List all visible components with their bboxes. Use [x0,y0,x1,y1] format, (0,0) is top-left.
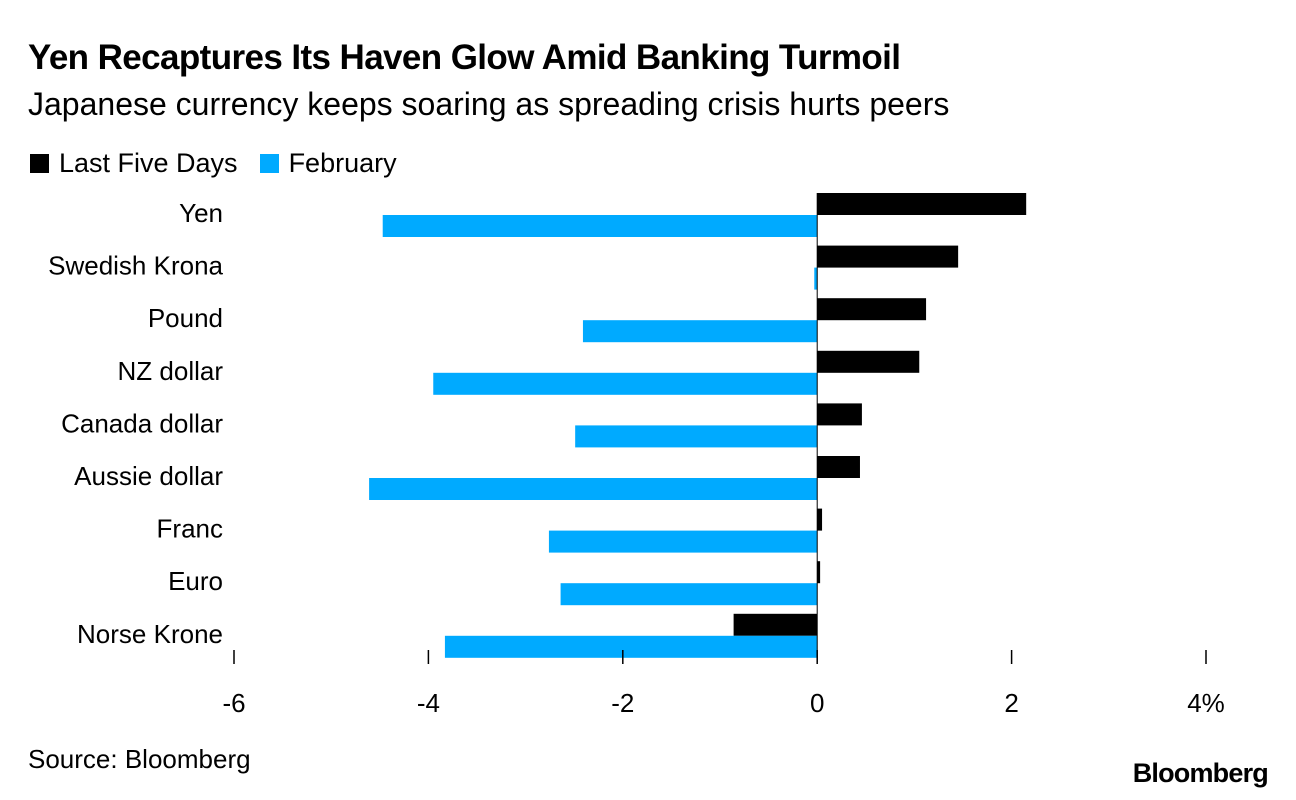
bar-february-franc [548,530,818,553]
bar-chart: Yen Swedish Krona Pound NZ dollar Canada dol… [48,193,1225,718]
chart-title: Yen Recaptures Its Haven Glow Amid Banki… [28,38,901,77]
x-tick-label-0: 0 [810,688,824,718]
category-label-franc: Franc [157,514,223,544]
category-label-yen: Yen [179,198,223,228]
legend-label-last-five-days: Last Five Days [59,148,238,178]
category-label-nz-dollar: NZ dollar [118,356,224,386]
bar-last-five-days-aussie-dollar [817,456,860,478]
category-label-pound: Pound [148,303,223,333]
bloomberg-logo: Bloomberg [1132,758,1269,788]
legend-item-february: February [259,148,397,179]
bar-february-nz-dollar [433,372,818,395]
bar-last-five-days-canada-dollar [817,403,862,426]
bar-february-aussie-dollar [369,478,818,500]
bar-february-euro [560,583,818,606]
source-note: Source: Bloomberg [28,744,251,774]
category-label-aussie-dollar: Aussie dollar [74,461,223,491]
legend-label-february: February [288,148,397,178]
bar-february-pound [582,320,818,343]
bars-group [369,193,1027,658]
bar-february-canada-dollar [575,425,818,448]
category-label-swedish-krona: Swedish Krona [48,251,223,281]
bar-february-swedish-krona [814,267,818,290]
x-tick-label-2: -2 [611,688,634,718]
bar-last-five-days-yen [817,193,1027,215]
x-tick-label-4: -4 [417,688,440,718]
legend-item-last-five-days: Last Five Days [30,148,238,179]
chart-subtitle: Japanese currency keeps soaring as sprea… [28,86,950,122]
bar-february-norse-krone [444,635,818,658]
x-tick-label-2: 2 [1004,688,1018,718]
category-label-euro: Euro [168,566,223,596]
category-labels-group: Yen Swedish Krona Pound NZ dollar Canada dol… [48,198,223,649]
category-label-canada-dollar: Canada dollar [61,408,223,438]
x-tick-label-4: 4% [1187,688,1225,718]
bar-last-five-days-euro [817,561,821,584]
legend: Last Five Days February [30,148,419,179]
x-axis: -6 -4 -2 0 2 4% [222,193,1225,718]
legend-swatch-february [259,154,279,173]
category-label-norse-krone: Norse Krone [77,619,223,649]
bar-february-yen [382,215,818,237]
legend-swatch-last-five-days [30,154,49,173]
bar-last-five-days-swedish-krona [817,245,959,268]
bar-last-five-days-norse-krone [733,613,818,636]
bar-last-five-days-pound [817,298,927,321]
x-tick-label-6: -6 [222,688,245,718]
bar-last-five-days-franc [817,508,823,531]
bar-last-five-days-nz-dollar [817,350,920,373]
